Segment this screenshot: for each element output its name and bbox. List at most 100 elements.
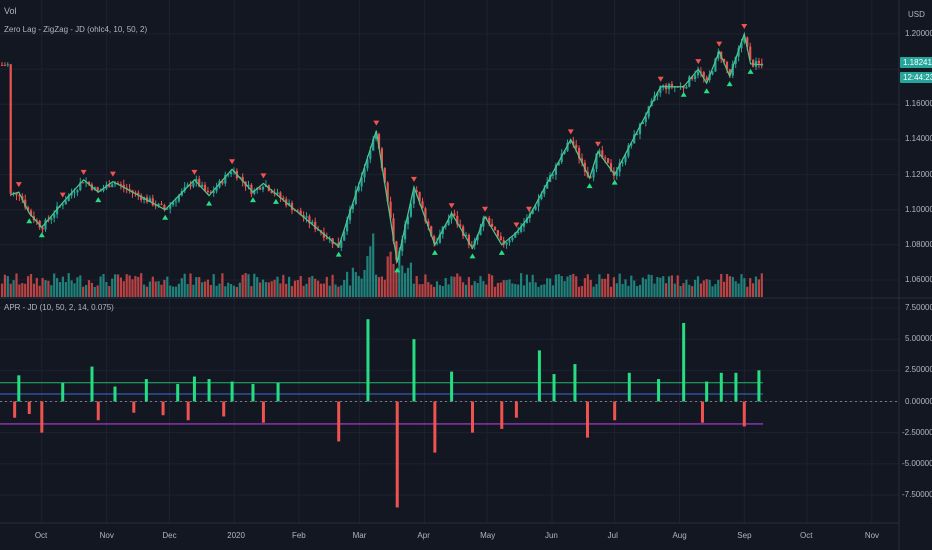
volume-bar — [473, 281, 476, 297]
volume-bar — [485, 284, 488, 297]
volume-bar — [554, 274, 557, 297]
volume-bar — [514, 284, 517, 297]
volume-bar — [140, 273, 143, 297]
volume-bar — [525, 274, 528, 297]
volume-bar — [459, 276, 462, 297]
candle-body — [757, 60, 760, 64]
swing-high-marker — [373, 120, 380, 126]
volume-bar — [317, 280, 320, 297]
volume-bar — [67, 273, 70, 297]
volume-bar — [688, 284, 691, 297]
candle-body — [659, 86, 662, 93]
swing-low-marker — [249, 197, 256, 203]
swing-low-marker — [272, 198, 279, 204]
volume-bar — [757, 279, 760, 297]
volume-bar — [430, 284, 433, 297]
time-tick-label: Nov — [864, 531, 880, 540]
candle-body — [749, 46, 752, 61]
positive-spike — [412, 339, 416, 402]
zigzag-legend[interactable]: Zero Lag - ZigZag - JD (ohlc4, 10, 50, 2… — [4, 25, 148, 34]
volume-bar — [29, 274, 33, 297]
candle-body — [241, 176, 244, 182]
volume-bar — [546, 278, 549, 297]
volume-bar — [708, 279, 711, 297]
negative-spike — [613, 401, 617, 421]
swing-high-marker — [109, 171, 116, 177]
volume-bar — [314, 278, 317, 297]
candle-body — [35, 220, 38, 222]
volume-bar — [346, 271, 349, 297]
negative-spike — [96, 401, 100, 421]
candle-body — [531, 209, 534, 214]
volume-bar — [82, 286, 85, 297]
candle-body — [87, 181, 91, 185]
volume-bar — [470, 285, 473, 297]
candle-body — [369, 150, 372, 160]
candle-body — [102, 188, 105, 191]
volume-bar — [560, 275, 563, 297]
volume-bar — [73, 283, 76, 297]
volume-bar — [53, 273, 56, 297]
candle-body — [380, 148, 383, 169]
volume-bar — [325, 276, 328, 297]
candle-body — [372, 138, 375, 151]
volume-bar — [694, 279, 697, 297]
volume-bar — [578, 286, 581, 297]
candle-body — [41, 227, 44, 230]
volume-bar — [166, 276, 169, 297]
volume-bar — [691, 286, 694, 297]
volume-bar — [737, 283, 740, 297]
candle-body — [290, 202, 294, 211]
volume-bar — [488, 273, 491, 297]
volume-bar — [464, 284, 468, 297]
volume-bar — [18, 284, 21, 297]
volume-bar — [444, 278, 447, 297]
candle-body — [279, 192, 282, 198]
volume-bar — [288, 276, 291, 297]
volume-bar — [641, 277, 644, 297]
volume-bar — [630, 275, 633, 297]
candle-body — [705, 77, 708, 80]
volume-bar — [377, 277, 381, 297]
volume-bar — [102, 273, 105, 297]
volume-bar — [331, 274, 334, 297]
candle-body — [604, 157, 607, 159]
positive-spike — [192, 376, 196, 402]
volume-bar — [270, 281, 273, 297]
positive-spike — [682, 322, 686, 402]
volume-bar — [415, 275, 418, 297]
vol-legend[interactable]: Vol — [4, 6, 17, 16]
swing-high-marker — [594, 141, 601, 147]
volume-bar — [493, 286, 497, 297]
candle-body — [462, 226, 465, 236]
candle-body — [29, 210, 33, 217]
candle-body — [520, 226, 523, 232]
candle-body — [572, 141, 575, 145]
candle-body — [276, 192, 279, 195]
apr-legend[interactable]: APR - JD (10, 50, 2, 14, 0.075) — [4, 303, 114, 312]
volume-bar — [662, 276, 665, 297]
candle-body — [409, 203, 412, 217]
volume-bar — [760, 273, 763, 297]
candle-body — [511, 237, 514, 241]
volume-bar — [496, 282, 499, 297]
negative-spike — [742, 401, 746, 427]
candle-body — [412, 190, 415, 204]
volume-bar — [340, 285, 343, 297]
volume-bar — [438, 284, 441, 297]
candle-body — [18, 195, 21, 197]
volume-bar — [273, 279, 276, 297]
volume-bar — [285, 283, 288, 297]
candle-body — [192, 182, 195, 187]
candle-body — [551, 174, 555, 176]
volume-bar — [85, 284, 88, 297]
volume-bar — [128, 275, 131, 297]
candle-body — [522, 223, 526, 227]
negative-spike — [514, 401, 518, 418]
volume-bar — [531, 274, 534, 297]
osc-tick-label: 7.50000 — [905, 303, 932, 312]
volume-bar — [633, 280, 636, 297]
volume-bar — [131, 279, 134, 297]
volume-bar — [624, 279, 627, 297]
